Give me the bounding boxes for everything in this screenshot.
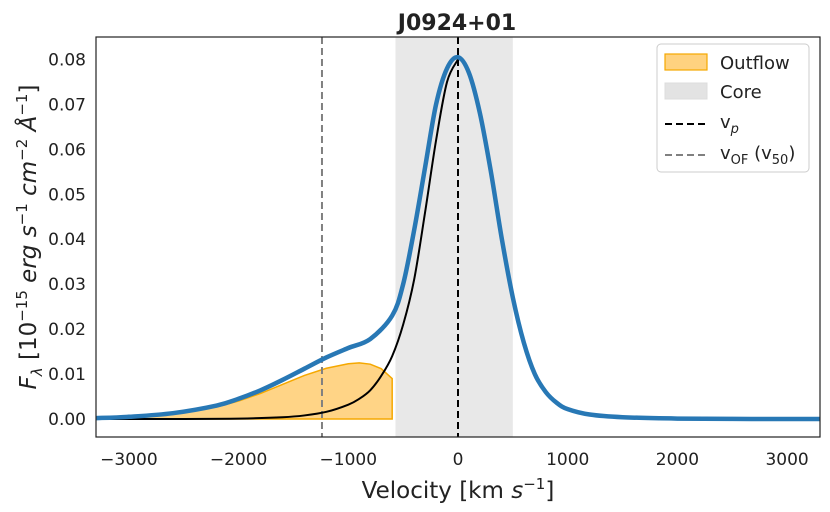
x-tick-label: 2000 [656,450,699,470]
legend-outflow-swatch [664,53,708,71]
y-label-erg: erg s [16,225,42,290]
x-tick-label: 1000 [546,450,589,470]
y-label-scale-exp: −15 [13,290,31,322]
legend-vp-v: v [720,112,731,133]
outflow-area [96,362,393,420]
y-tick-label: 0.05 [48,185,86,205]
legend-vof-paren-sub: 50 [772,153,789,168]
y-label-f-sub: λ [28,367,46,377]
legend-box [656,43,810,173]
x-tick-label: −3000 [100,450,158,470]
y-label-erg-exp: −1 [13,203,31,225]
x-tick-label: 0 [453,450,464,470]
y-tick-label: 0.02 [48,320,86,340]
legend-core-label: Core [720,82,762,103]
x-tick-label: −1000 [320,450,378,470]
legend-core-swatch [664,82,708,100]
y-label-ang: Å [14,116,42,139]
y-tick-label: 0.00 [48,410,86,430]
y-tick-label: 0.08 [48,50,86,70]
x-tick-label: 3000 [765,450,808,470]
legend-vp-label: vp [720,112,739,137]
y-label-ang-exp: −1 [13,94,31,116]
y-tick-label: 0.07 [48,95,86,115]
x-axis-label-exp: −1 [523,475,545,493]
plot-frame [95,36,821,438]
y-label-cm: cm [16,161,42,203]
legend-vof-close: ) [788,143,795,164]
x-tick-label: −2000 [210,450,268,470]
plot-area [96,37,820,437]
x-axis-label-main: Velocity [km [362,478,512,504]
legend-vof-paren: (v [748,143,772,164]
y-axis-label: Fλ [10−15 erg s−1 cm−2 Å−1] [13,85,46,390]
series-total-profile [96,54,820,422]
y-label-cm-exp: −2 [13,139,31,161]
x-axis-label: Velocity [km s−1] [362,475,555,504]
legend-vof-sub: OF [731,153,749,168]
y-label-scale: [10 [16,322,42,368]
y-tick-label: 0.04 [48,230,86,250]
legend-vp-sub: p [730,122,739,137]
y-label-close: ] [16,85,42,94]
series-core-component [96,58,459,421]
legend-outflow-label: Outflow [720,53,790,74]
chart-title: J0924+01 [396,11,516,36]
x-axis-label-unit: s [511,478,523,504]
legend-vof-label: vOF (v50) [720,143,795,168]
x-axis-label-close: ] [545,478,554,504]
y-label-f: F [16,375,42,389]
y-tick-label: 0.03 [48,275,86,295]
y-tick-label: 0.06 [48,140,86,160]
legend-vof-v: v [720,143,731,164]
y-tick-label: 0.01 [48,365,86,385]
